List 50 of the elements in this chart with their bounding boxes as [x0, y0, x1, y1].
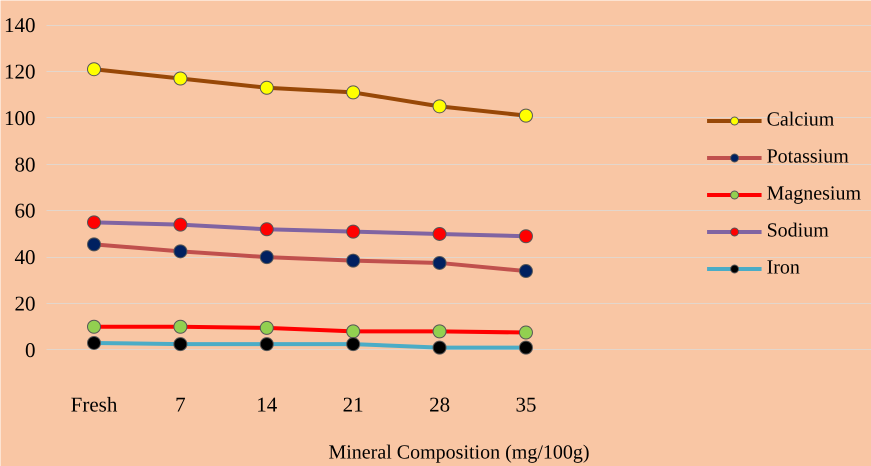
point: [518, 326, 533, 340]
point: [432, 226, 447, 241]
point: [260, 337, 274, 352]
point: [432, 256, 447, 270]
y-tick-label: 140: [4, 13, 36, 38]
point: [173, 72, 188, 86]
x-axis-title: Mineral Composition (mg/100g): [328, 442, 590, 464]
point: [173, 244, 188, 258]
point: [87, 215, 102, 230]
y-tick-label: 20: [14, 292, 36, 316]
point: [87, 336, 102, 350]
point: [260, 320, 274, 335]
x-tick-label: 21: [342, 392, 364, 416]
point: [346, 254, 360, 268]
legend-label: Magnesium: [766, 182, 861, 206]
point: [432, 340, 447, 355]
point: [432, 324, 447, 338]
x-tick-label: 7: [175, 392, 186, 416]
x-tick-label: 35: [515, 392, 536, 416]
point: [346, 324, 360, 338]
x-tick-label: 28: [429, 392, 450, 416]
legend-label: Calcium: [766, 108, 834, 132]
point: [346, 337, 360, 352]
legend-label: Potassium: [766, 146, 849, 168]
point: [346, 224, 360, 239]
y-tick-label: 60: [14, 198, 36, 223]
point: [87, 62, 102, 76]
point: [260, 80, 274, 95]
point: [518, 264, 533, 278]
point: [518, 108, 533, 123]
y-tick-label: 80: [14, 152, 36, 176]
x-tick-label: Fresh: [70, 392, 118, 416]
point: [260, 250, 274, 264]
point: [432, 99, 447, 114]
point: [173, 218, 188, 232]
point: [87, 237, 102, 252]
point: [346, 85, 360, 100]
y-tick-label: 40: [14, 245, 36, 270]
point: [173, 320, 188, 334]
y-tick-label: 100: [4, 106, 36, 130]
x-tick-label: 14: [256, 392, 278, 416]
point: [173, 337, 188, 352]
legend-label: Sodium: [766, 220, 829, 242]
point: [260, 222, 274, 236]
y-tick-label: 0: [25, 338, 36, 362]
y-tick-label: 120: [4, 60, 36, 84]
point: [518, 229, 533, 244]
point: [87, 320, 102, 334]
point: [518, 340, 533, 355]
legend-label: Iron: [766, 256, 800, 280]
